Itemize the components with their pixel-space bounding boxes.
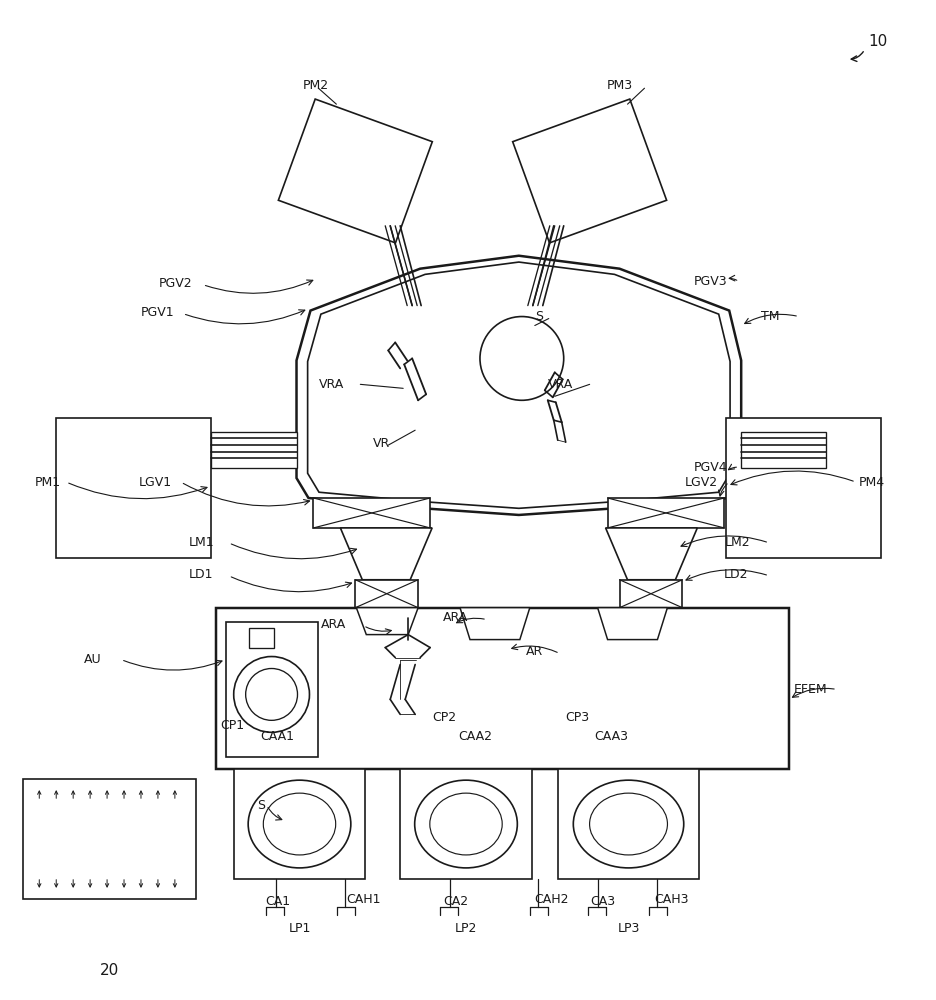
Polygon shape [340, 528, 431, 580]
Text: CA3: CA3 [590, 895, 615, 908]
Text: PGV1: PGV1 [140, 306, 174, 319]
Bar [355, 580, 417, 608]
Bar [226, 622, 318, 757]
Text: CP2: CP2 [431, 711, 456, 724]
Text: PGV4: PGV4 [693, 461, 726, 474]
Text: LD2: LD2 [724, 568, 748, 581]
Text: CAA3: CAA3 [594, 730, 628, 743]
Polygon shape [460, 608, 529, 640]
Text: CAH3: CAH3 [653, 893, 688, 906]
Text: PGV2: PGV2 [159, 277, 192, 290]
Ellipse shape [248, 780, 350, 868]
Text: LM1: LM1 [189, 536, 214, 549]
Text: TM: TM [760, 310, 779, 323]
Bar [400, 769, 532, 879]
Text: VR: VR [373, 437, 390, 450]
Text: LGV2: LGV2 [683, 476, 717, 489]
Text: VRA: VRA [548, 378, 573, 391]
Text: LP3: LP3 [617, 922, 639, 935]
Ellipse shape [430, 793, 502, 855]
Bar [233, 769, 365, 879]
Text: AR: AR [525, 645, 543, 658]
Text: LP2: LP2 [454, 922, 476, 935]
Text: PM2: PM2 [302, 79, 329, 92]
Ellipse shape [573, 780, 683, 868]
Text: CA1: CA1 [265, 895, 290, 908]
Text: LGV1: LGV1 [139, 476, 172, 489]
Bar [215, 608, 788, 769]
Polygon shape [278, 99, 431, 243]
Text: PM3: PM3 [606, 79, 632, 92]
Bar [725, 418, 880, 558]
Ellipse shape [415, 780, 517, 868]
Text: 10: 10 [868, 34, 887, 49]
Polygon shape [512, 99, 665, 243]
Text: CP3: CP3 [565, 711, 589, 724]
Text: PM4: PM4 [858, 476, 884, 489]
Bar [607, 498, 724, 528]
Circle shape [233, 657, 309, 732]
Text: CAA1: CAA1 [260, 730, 294, 743]
Text: VRA: VRA [318, 378, 344, 391]
Bar [557, 769, 698, 879]
Text: CA2: CA2 [443, 895, 468, 908]
Text: PGV3: PGV3 [693, 275, 726, 288]
Text: S: S [256, 799, 264, 812]
Polygon shape [307, 262, 729, 508]
Polygon shape [605, 528, 696, 580]
Ellipse shape [263, 793, 335, 855]
Text: 20: 20 [99, 963, 119, 978]
Bar [248, 628, 273, 648]
Text: LM2: LM2 [724, 536, 750, 549]
Text: LP1: LP1 [288, 922, 311, 935]
Text: S: S [534, 310, 542, 323]
Circle shape [245, 668, 298, 720]
Polygon shape [597, 608, 666, 640]
Text: CP1: CP1 [221, 719, 244, 732]
Text: CAA2: CAA2 [458, 730, 491, 743]
Bar [211, 432, 296, 468]
Polygon shape [296, 256, 740, 515]
Polygon shape [356, 608, 417, 635]
Bar [314, 498, 430, 528]
Text: ARA: ARA [443, 611, 468, 624]
Text: CAH1: CAH1 [346, 893, 380, 906]
Bar [23, 779, 196, 899]
Text: ARA: ARA [320, 618, 345, 631]
Circle shape [479, 317, 563, 400]
Ellipse shape [589, 793, 666, 855]
Text: EFEM: EFEM [793, 683, 826, 696]
Text: LD1: LD1 [189, 568, 213, 581]
Text: CAH2: CAH2 [534, 893, 568, 906]
Bar [740, 432, 825, 468]
Text: AU: AU [84, 653, 102, 666]
Bar [56, 418, 211, 558]
Bar [619, 580, 681, 608]
Text: PM1: PM1 [35, 476, 60, 489]
